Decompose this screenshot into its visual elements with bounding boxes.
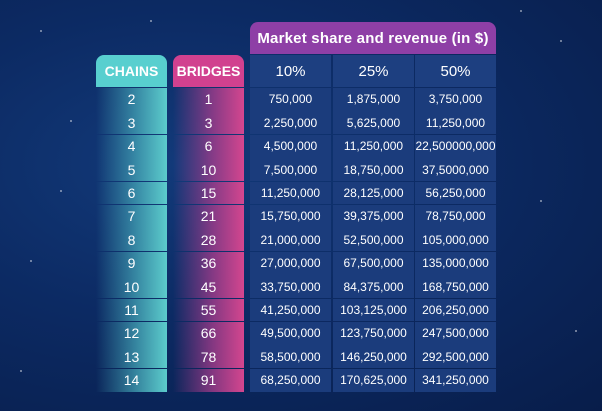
bridges-cell: 15 xyxy=(173,181,244,205)
revenue-50-cell: 3,750,000 xyxy=(415,88,496,111)
revenue-50-cell: 105,000,000 xyxy=(415,228,496,252)
revenue-25-cell: 170,625,000 xyxy=(333,368,414,392)
revenue-50-cell: 135,000,000 xyxy=(415,251,496,275)
chains-cell: 10 xyxy=(96,275,167,299)
chains-cell: 12 xyxy=(96,321,167,345)
revenue-50-cell: 247,500,000 xyxy=(415,321,496,345)
chains-cell: 4 xyxy=(96,134,167,158)
revenue-50-cell: 168,750,000 xyxy=(415,275,496,299)
bridges-cell: 78 xyxy=(173,345,244,369)
revenue-25-cell: 123,750,000 xyxy=(333,321,414,345)
chains-column: 2 3 4 5 6 7 8 9 10 11 12 13 14 xyxy=(96,88,167,392)
bridges-cell: 91 xyxy=(173,368,244,392)
revenue-10-cell: 7,500,000 xyxy=(250,158,331,182)
revenue-10-cell: 21,000,000 xyxy=(250,228,331,252)
chains-header: CHAINS xyxy=(96,55,167,87)
chains-cell: 9 xyxy=(96,251,167,275)
bridges-cell: 3 xyxy=(173,111,244,135)
bridges-cell: 55 xyxy=(173,298,244,322)
revenue-25-cell: 52,500,000 xyxy=(333,228,414,252)
chains-cell: 3 xyxy=(96,111,167,135)
revenue-25-cell: 103,125,000 xyxy=(333,298,414,322)
revenue-25-cell: 39,375,000 xyxy=(333,204,414,228)
revenue-50-cell: 56,250,000 xyxy=(415,181,496,205)
revenue-25-cell: 146,250,000 xyxy=(333,345,414,369)
bridges-column: 1 3 6 10 15 21 28 36 45 55 66 78 91 xyxy=(173,88,244,392)
bridges-cell: 21 xyxy=(173,204,244,228)
revenue-25-column: 1,875,000 5,625,000 11,250,000 18,750,000 28… xyxy=(333,88,414,392)
revenue-50-column: 3,750,000 11,250,000 22,500000,000 37,5000,… xyxy=(415,88,496,392)
revenue-25-cell: 18,750,000 xyxy=(333,158,414,182)
header-50-percent: 50% xyxy=(415,55,496,87)
revenue-25-cell: 67,500,000 xyxy=(333,251,414,275)
bridges-cell: 28 xyxy=(173,228,244,252)
chains-cell: 5 xyxy=(96,158,167,182)
revenue-50-cell: 37,5000,000 xyxy=(415,158,496,182)
revenue-10-cell: 2,250,000 xyxy=(250,111,331,135)
chains-cell: 14 xyxy=(96,368,167,392)
revenue-25-cell: 1,875,000 xyxy=(333,88,414,111)
revenue-10-cell: 11,250,000 xyxy=(250,181,331,205)
chains-cell: 13 xyxy=(96,345,167,369)
bridges-cell: 10 xyxy=(173,158,244,182)
revenue-10-cell: 27,000,000 xyxy=(250,251,331,275)
revenue-10-column: 750,000 2,250,000 4,500,000 7,500,000 11,250… xyxy=(250,88,331,392)
revenue-25-cell: 5,625,000 xyxy=(333,111,414,135)
bridges-cell: 36 xyxy=(173,251,244,275)
revenue-25-cell: 84,375,000 xyxy=(333,275,414,299)
revenue-50-cell: 22,500000,000 xyxy=(415,134,496,158)
revenue-50-cell: 11,250,000 xyxy=(415,111,496,135)
revenue-50-cell: 78,750,000 xyxy=(415,204,496,228)
bridges-cell: 45 xyxy=(173,275,244,299)
chains-cell: 2 xyxy=(96,88,167,111)
revenue-10-cell: 58,500,000 xyxy=(250,345,331,369)
revenue-10-cell: 4,500,000 xyxy=(250,134,331,158)
chains-cell: 11 xyxy=(96,298,167,322)
revenue-50-cell: 206,250,000 xyxy=(415,298,496,322)
revenue-10-cell: 49,500,000 xyxy=(250,321,331,345)
market-share-banner: Market share and revenue (in $) xyxy=(250,22,496,54)
revenue-10-cell: 33,750,000 xyxy=(250,275,331,299)
bridges-cell: 66 xyxy=(173,321,244,345)
revenue-25-cell: 11,250,000 xyxy=(333,134,414,158)
revenue-50-cell: 292,500,000 xyxy=(415,345,496,369)
header-25-percent: 25% xyxy=(333,55,414,87)
revenue-50-cell: 341,250,000 xyxy=(415,368,496,392)
bridges-cell: 1 xyxy=(173,88,244,111)
revenue-10-cell: 15,750,000 xyxy=(250,204,331,228)
chains-cell: 8 xyxy=(96,228,167,252)
revenue-10-cell: 41,250,000 xyxy=(250,298,331,322)
chains-cell: 6 xyxy=(96,181,167,205)
bridges-header: BRIDGES xyxy=(173,55,244,87)
bridges-cell: 6 xyxy=(173,134,244,158)
revenue-10-cell: 750,000 xyxy=(250,88,331,111)
revenue-25-cell: 28,125,000 xyxy=(333,181,414,205)
header-10-percent: 10% xyxy=(250,55,331,87)
revenue-10-cell: 68,250,000 xyxy=(250,368,331,392)
chains-cell: 7 xyxy=(96,204,167,228)
